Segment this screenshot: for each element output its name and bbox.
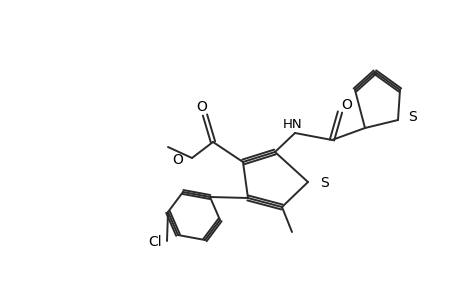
Text: O: O — [341, 98, 352, 112]
Text: S: S — [407, 110, 416, 124]
Text: S: S — [319, 176, 328, 190]
Text: O: O — [172, 153, 183, 167]
Text: HN: HN — [283, 118, 302, 130]
Text: O: O — [196, 100, 207, 114]
Text: Cl: Cl — [148, 235, 162, 249]
